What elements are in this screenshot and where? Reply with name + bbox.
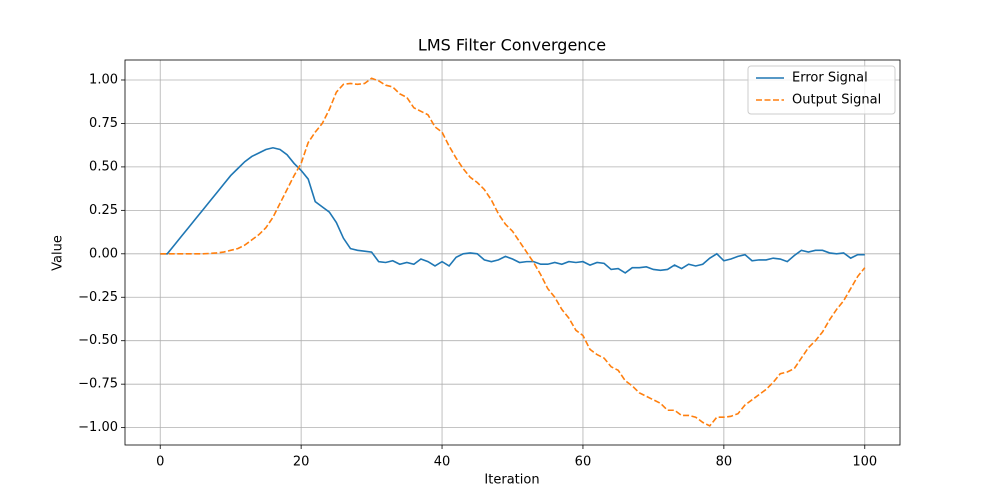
x-tick-label: 100 xyxy=(852,455,877,470)
data-line xyxy=(160,146,865,274)
y-axis-label: Value xyxy=(51,235,66,271)
y-tick-label: −0.50 xyxy=(78,333,118,348)
x-tick-label: 20 xyxy=(293,455,310,470)
x-tick-label: 80 xyxy=(716,455,733,470)
data-line xyxy=(160,77,866,427)
y-tick-label: −0.25 xyxy=(78,290,118,305)
y-tick-label: −1.00 xyxy=(78,420,118,435)
legend: Error Signal Output Signal xyxy=(747,65,896,115)
x-tick-label: 40 xyxy=(434,455,451,470)
legend-box xyxy=(747,65,896,115)
legend-label: Output Signal xyxy=(792,93,881,108)
x-tick-label: 0 xyxy=(156,455,164,470)
x-axis-label: Iteration xyxy=(484,473,539,488)
x-tick-label: 60 xyxy=(575,455,592,470)
y-tick-label: 0.00 xyxy=(89,246,118,261)
plot-frame xyxy=(124,59,901,446)
y-tick-label: 1.00 xyxy=(89,72,118,87)
y-tick-label: 0.75 xyxy=(89,116,118,131)
legend-label: Error Signal xyxy=(792,71,868,86)
y-tick-label: 0.50 xyxy=(89,159,118,174)
chart-title: LMS Filter Convergence xyxy=(418,36,606,55)
y-tick-label: −0.75 xyxy=(78,377,118,392)
y-tick-label: 0.25 xyxy=(89,203,118,218)
